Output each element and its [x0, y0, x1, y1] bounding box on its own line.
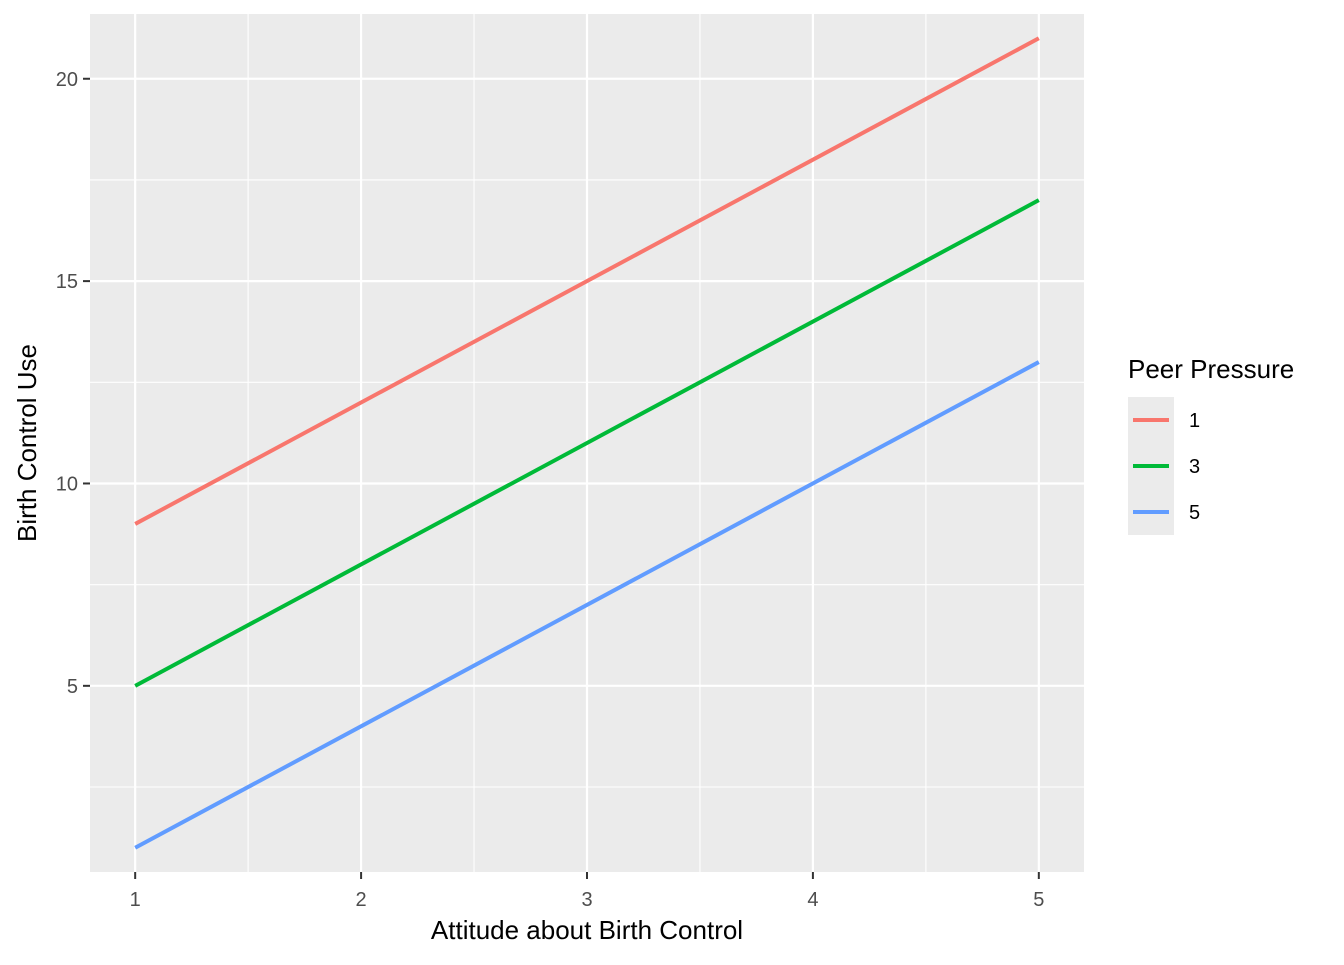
x-tick-label: 4 [807, 889, 818, 911]
series-line-3 [134, 198, 1040, 688]
x-tick-label: 5 [1033, 889, 1044, 911]
y-axis: 5 10 15 20 [56, 69, 90, 698]
y-tick-label: 20 [56, 69, 78, 91]
y-axis-title: Birth Control Use [12, 344, 42, 542]
x-tick-label: 3 [581, 889, 592, 911]
legend-items: 1 3 5 [1128, 397, 1200, 535]
x-tick-label: 2 [356, 889, 367, 911]
x-axis: 1 2 3 4 5 [130, 872, 1044, 911]
x-axis-title: Attitude about Birth Control [431, 915, 743, 945]
legend: Peer Pressure 1 3 5 [1128, 354, 1294, 535]
y-tick-label: 15 [56, 271, 78, 293]
legend-label-1: 1 [1189, 410, 1200, 432]
series-line-1 [134, 36, 1040, 526]
legend-title: Peer Pressure [1128, 354, 1294, 384]
legend-label-5: 5 [1189, 502, 1200, 524]
x-tick-label: 1 [130, 889, 141, 911]
series-line-5 [134, 360, 1040, 850]
y-tick-label: 10 [56, 473, 78, 495]
y-tick-label: 5 [67, 676, 78, 698]
legend-label-3: 3 [1189, 456, 1200, 478]
series-lines [134, 36, 1040, 850]
